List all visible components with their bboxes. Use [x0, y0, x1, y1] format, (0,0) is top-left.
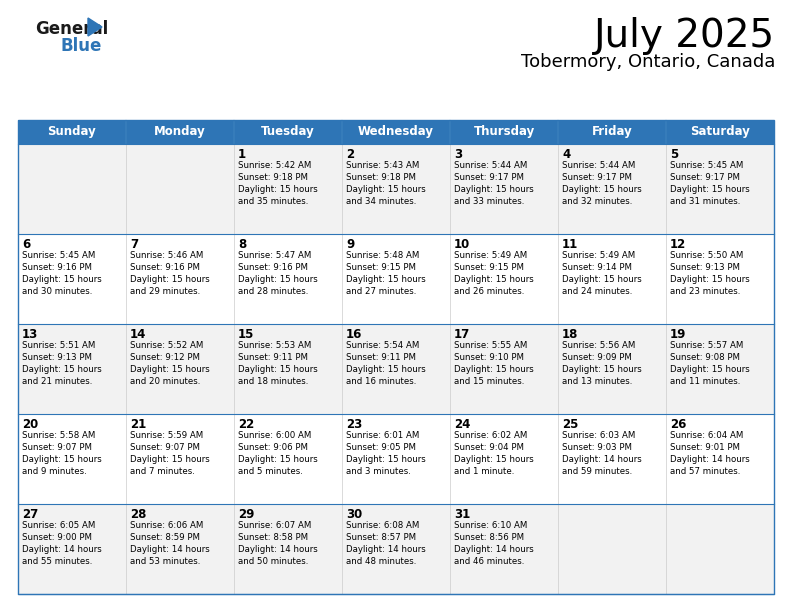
- Text: 13: 13: [22, 328, 38, 341]
- Text: Sunrise: 5:49 AM
Sunset: 9:15 PM
Daylight: 15 hours
and 26 minutes.: Sunrise: 5:49 AM Sunset: 9:15 PM Dayligh…: [454, 251, 534, 296]
- Text: Sunrise: 6:08 AM
Sunset: 8:57 PM
Daylight: 14 hours
and 48 minutes.: Sunrise: 6:08 AM Sunset: 8:57 PM Dayligh…: [346, 521, 426, 567]
- Text: Sunrise: 5:59 AM
Sunset: 9:07 PM
Daylight: 15 hours
and 7 minutes.: Sunrise: 5:59 AM Sunset: 9:07 PM Dayligh…: [130, 431, 210, 477]
- Text: 31: 31: [454, 508, 470, 521]
- Text: General: General: [35, 20, 109, 38]
- Text: Sunrise: 6:03 AM
Sunset: 9:03 PM
Daylight: 14 hours
and 59 minutes.: Sunrise: 6:03 AM Sunset: 9:03 PM Dayligh…: [562, 431, 642, 477]
- Text: 7: 7: [130, 238, 138, 251]
- Text: Friday: Friday: [592, 125, 632, 138]
- Text: 25: 25: [562, 418, 578, 431]
- Text: July 2025: July 2025: [594, 17, 775, 55]
- Text: Sunrise: 5:44 AM
Sunset: 9:17 PM
Daylight: 15 hours
and 33 minutes.: Sunrise: 5:44 AM Sunset: 9:17 PM Dayligh…: [454, 161, 534, 206]
- Text: Sunrise: 6:04 AM
Sunset: 9:01 PM
Daylight: 14 hours
and 57 minutes.: Sunrise: 6:04 AM Sunset: 9:01 PM Dayligh…: [670, 431, 750, 477]
- Text: 5: 5: [670, 148, 678, 161]
- Text: Sunrise: 5:58 AM
Sunset: 9:07 PM
Daylight: 15 hours
and 9 minutes.: Sunrise: 5:58 AM Sunset: 9:07 PM Dayligh…: [22, 431, 101, 477]
- Bar: [18, 504, 774, 594]
- Text: Thursday: Thursday: [474, 125, 535, 138]
- Bar: [18, 234, 774, 324]
- Text: Sunrise: 5:57 AM
Sunset: 9:08 PM
Daylight: 15 hours
and 11 minutes.: Sunrise: 5:57 AM Sunset: 9:08 PM Dayligh…: [670, 341, 750, 386]
- Text: 20: 20: [22, 418, 38, 431]
- Text: Sunrise: 5:56 AM
Sunset: 9:09 PM
Daylight: 15 hours
and 13 minutes.: Sunrise: 5:56 AM Sunset: 9:09 PM Dayligh…: [562, 341, 642, 386]
- Text: Sunrise: 5:47 AM
Sunset: 9:16 PM
Daylight: 15 hours
and 28 minutes.: Sunrise: 5:47 AM Sunset: 9:16 PM Dayligh…: [238, 251, 318, 296]
- Text: 28: 28: [130, 508, 147, 521]
- Text: 1: 1: [238, 148, 246, 161]
- Text: 9: 9: [346, 238, 354, 251]
- Bar: [18, 324, 774, 414]
- Text: 8: 8: [238, 238, 246, 251]
- Text: 26: 26: [670, 418, 687, 431]
- Text: 2: 2: [346, 148, 354, 161]
- Text: 27: 27: [22, 508, 38, 521]
- Text: Sunrise: 5:45 AM
Sunset: 9:17 PM
Daylight: 15 hours
and 31 minutes.: Sunrise: 5:45 AM Sunset: 9:17 PM Dayligh…: [670, 161, 750, 206]
- Text: Saturday: Saturday: [690, 125, 750, 138]
- Text: Sunrise: 5:51 AM
Sunset: 9:13 PM
Daylight: 15 hours
and 21 minutes.: Sunrise: 5:51 AM Sunset: 9:13 PM Dayligh…: [22, 341, 101, 386]
- Text: Sunrise: 6:06 AM
Sunset: 8:59 PM
Daylight: 14 hours
and 53 minutes.: Sunrise: 6:06 AM Sunset: 8:59 PM Dayligh…: [130, 521, 210, 567]
- Text: Sunrise: 5:46 AM
Sunset: 9:16 PM
Daylight: 15 hours
and 29 minutes.: Sunrise: 5:46 AM Sunset: 9:16 PM Dayligh…: [130, 251, 210, 296]
- Bar: [18, 414, 774, 504]
- Text: Sunrise: 6:07 AM
Sunset: 8:58 PM
Daylight: 14 hours
and 50 minutes.: Sunrise: 6:07 AM Sunset: 8:58 PM Dayligh…: [238, 521, 318, 567]
- Text: Sunrise: 5:48 AM
Sunset: 9:15 PM
Daylight: 15 hours
and 27 minutes.: Sunrise: 5:48 AM Sunset: 9:15 PM Dayligh…: [346, 251, 426, 296]
- Text: 11: 11: [562, 238, 578, 251]
- Text: Tobermory, Ontario, Canada: Tobermory, Ontario, Canada: [520, 53, 775, 71]
- Text: Sunrise: 6:10 AM
Sunset: 8:56 PM
Daylight: 14 hours
and 46 minutes.: Sunrise: 6:10 AM Sunset: 8:56 PM Dayligh…: [454, 521, 534, 567]
- Text: Monday: Monday: [154, 125, 206, 138]
- Bar: [18, 120, 774, 144]
- Text: 16: 16: [346, 328, 363, 341]
- Text: 14: 14: [130, 328, 147, 341]
- Text: Sunrise: 6:01 AM
Sunset: 9:05 PM
Daylight: 15 hours
and 3 minutes.: Sunrise: 6:01 AM Sunset: 9:05 PM Dayligh…: [346, 431, 426, 477]
- Text: 15: 15: [238, 328, 254, 341]
- Text: Sunrise: 5:55 AM
Sunset: 9:10 PM
Daylight: 15 hours
and 15 minutes.: Sunrise: 5:55 AM Sunset: 9:10 PM Dayligh…: [454, 341, 534, 386]
- Text: Sunrise: 5:49 AM
Sunset: 9:14 PM
Daylight: 15 hours
and 24 minutes.: Sunrise: 5:49 AM Sunset: 9:14 PM Dayligh…: [562, 251, 642, 296]
- Text: 10: 10: [454, 238, 470, 251]
- Text: Sunrise: 5:44 AM
Sunset: 9:17 PM
Daylight: 15 hours
and 32 minutes.: Sunrise: 5:44 AM Sunset: 9:17 PM Dayligh…: [562, 161, 642, 206]
- Text: Sunrise: 6:02 AM
Sunset: 9:04 PM
Daylight: 15 hours
and 1 minute.: Sunrise: 6:02 AM Sunset: 9:04 PM Dayligh…: [454, 431, 534, 477]
- Text: 3: 3: [454, 148, 462, 161]
- Text: 21: 21: [130, 418, 147, 431]
- Text: Sunday: Sunday: [48, 125, 97, 138]
- Text: Sunrise: 5:45 AM
Sunset: 9:16 PM
Daylight: 15 hours
and 30 minutes.: Sunrise: 5:45 AM Sunset: 9:16 PM Dayligh…: [22, 251, 101, 296]
- Text: Wednesday: Wednesday: [358, 125, 434, 138]
- Text: 17: 17: [454, 328, 470, 341]
- Text: Sunrise: 5:43 AM
Sunset: 9:18 PM
Daylight: 15 hours
and 34 minutes.: Sunrise: 5:43 AM Sunset: 9:18 PM Dayligh…: [346, 161, 426, 206]
- Text: Sunrise: 5:50 AM
Sunset: 9:13 PM
Daylight: 15 hours
and 23 minutes.: Sunrise: 5:50 AM Sunset: 9:13 PM Dayligh…: [670, 251, 750, 296]
- Text: Sunrise: 5:52 AM
Sunset: 9:12 PM
Daylight: 15 hours
and 20 minutes.: Sunrise: 5:52 AM Sunset: 9:12 PM Dayligh…: [130, 341, 210, 386]
- Text: 30: 30: [346, 508, 362, 521]
- Bar: [18, 120, 774, 594]
- Text: 19: 19: [670, 328, 687, 341]
- Text: Sunrise: 6:05 AM
Sunset: 9:00 PM
Daylight: 14 hours
and 55 minutes.: Sunrise: 6:05 AM Sunset: 9:00 PM Dayligh…: [22, 521, 101, 567]
- Text: 12: 12: [670, 238, 686, 251]
- Text: Sunrise: 6:00 AM
Sunset: 9:06 PM
Daylight: 15 hours
and 5 minutes.: Sunrise: 6:00 AM Sunset: 9:06 PM Dayligh…: [238, 431, 318, 477]
- Text: 4: 4: [562, 148, 570, 161]
- Text: 18: 18: [562, 328, 578, 341]
- Bar: [18, 144, 774, 234]
- Text: Tuesday: Tuesday: [261, 125, 315, 138]
- Text: 24: 24: [454, 418, 470, 431]
- Text: Sunrise: 5:42 AM
Sunset: 9:18 PM
Daylight: 15 hours
and 35 minutes.: Sunrise: 5:42 AM Sunset: 9:18 PM Dayligh…: [238, 161, 318, 206]
- Polygon shape: [88, 18, 102, 36]
- Text: 6: 6: [22, 238, 30, 251]
- Text: 29: 29: [238, 508, 254, 521]
- Text: 23: 23: [346, 418, 362, 431]
- Text: 22: 22: [238, 418, 254, 431]
- Text: Blue: Blue: [60, 37, 101, 55]
- Text: Sunrise: 5:54 AM
Sunset: 9:11 PM
Daylight: 15 hours
and 16 minutes.: Sunrise: 5:54 AM Sunset: 9:11 PM Dayligh…: [346, 341, 426, 386]
- Text: Sunrise: 5:53 AM
Sunset: 9:11 PM
Daylight: 15 hours
and 18 minutes.: Sunrise: 5:53 AM Sunset: 9:11 PM Dayligh…: [238, 341, 318, 386]
